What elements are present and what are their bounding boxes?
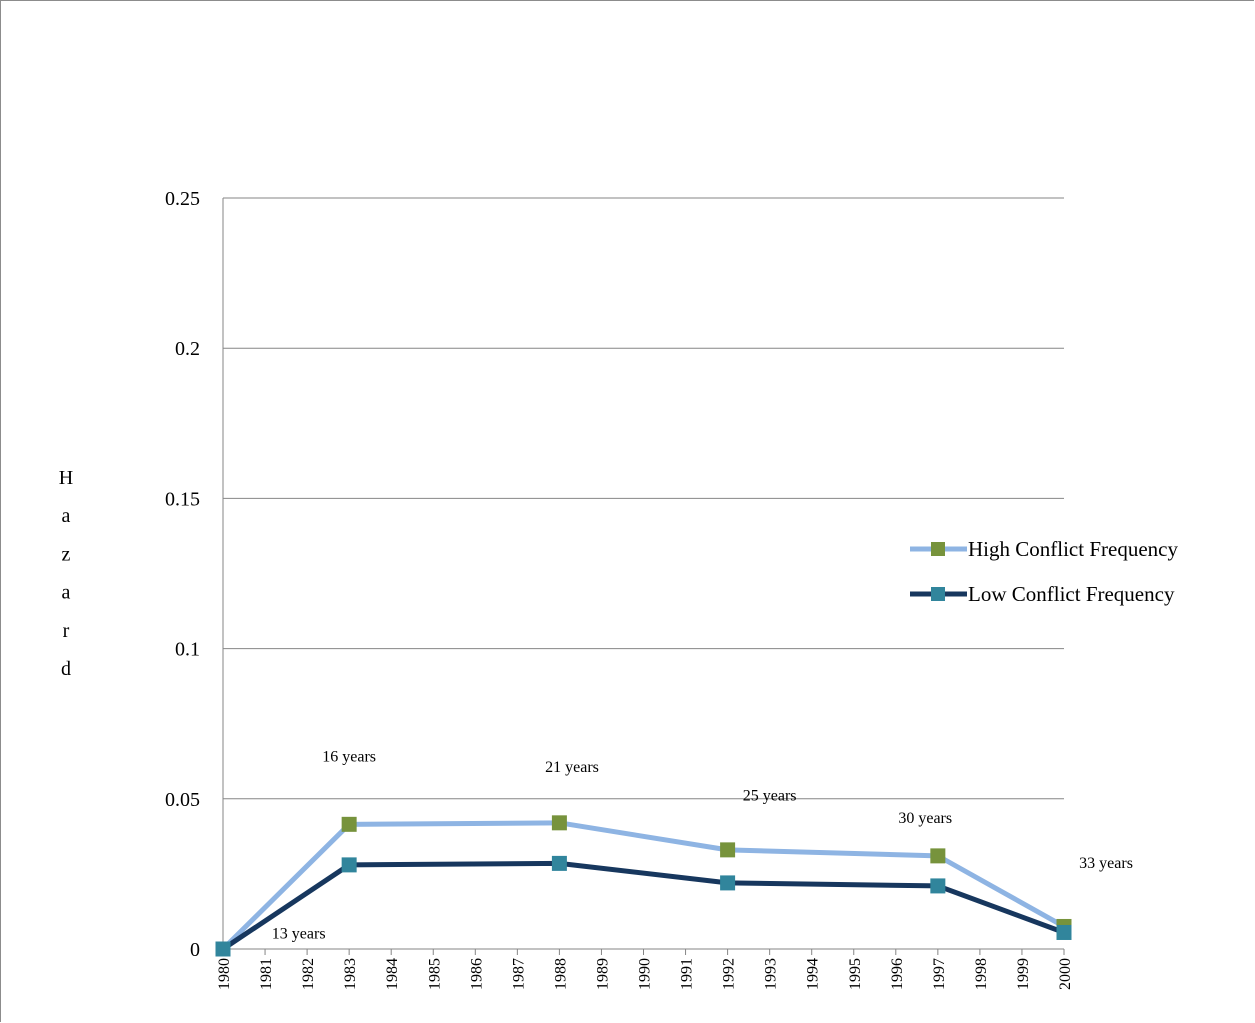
- data-point-marker: [1056, 924, 1072, 940]
- legend: High Conflict Frequency Low Conflict Freq…: [910, 537, 1178, 606]
- y-axis-label-letter: H: [59, 467, 73, 489]
- gridlines: [223, 197, 1064, 800]
- data-point-marker: [551, 815, 567, 831]
- annotations: 13 years 16 years 21 years 25 years 30 years…: [272, 748, 1133, 942]
- annotation-label: 16 years: [322, 748, 376, 765]
- y-tick-label: 0.2: [175, 338, 200, 360]
- x-tick-label: 2000: [1057, 958, 1074, 990]
- y-tick-label: 0.15: [165, 488, 200, 510]
- annotation-label: 13 years: [272, 925, 326, 942]
- legend-swatch-marker: [931, 542, 945, 556]
- annotation-label: 21 years: [545, 759, 599, 776]
- x-tick-label: 1982: [300, 958, 317, 990]
- x-tick-label: 1980: [216, 958, 233, 990]
- x-tick-label: 1986: [468, 958, 485, 990]
- x-tick-label: 1991: [679, 958, 696, 990]
- data-point-marker: [341, 816, 357, 832]
- legend-entry-label: Low Conflict Frequency: [968, 582, 1175, 606]
- x-tick-label: 1990: [637, 958, 654, 990]
- x-tick-label: 1984: [384, 958, 401, 990]
- legend-swatch-marker: [931, 587, 945, 601]
- y-axis-label-letter: a: [62, 505, 71, 527]
- data-point-marker: [720, 842, 736, 858]
- x-tick-label: 1999: [1015, 958, 1032, 990]
- annotation-label: 25 years: [743, 787, 797, 804]
- y-axis-label-letter: d: [61, 658, 71, 680]
- axes: 0 0.05 0.1 0.15 0.2 0.25 1980 1981 1982 1983 1984 1…: [165, 188, 1074, 990]
- annotation-label: 33 years: [1079, 855, 1133, 872]
- x-tick-label: 1994: [805, 958, 822, 990]
- x-tick-label: 1988: [552, 958, 569, 990]
- data-point-marker: [215, 941, 231, 957]
- annotation-label: 30 years: [898, 810, 952, 827]
- x-tick-label: 1983: [342, 958, 359, 990]
- x-tick-label: 1997: [931, 958, 948, 990]
- x-tick-label: 1985: [426, 958, 443, 990]
- series-line-1: [220, 820, 1067, 952]
- y-tick-label: 0.25: [165, 188, 200, 210]
- x-tick-label: 1992: [721, 958, 738, 990]
- data-point-marker: [930, 848, 946, 864]
- x-tick-label: 1987: [510, 958, 527, 990]
- y-tick-label: 0.1: [175, 639, 200, 661]
- y-axis-label-letter: a: [62, 582, 71, 604]
- series-line-2: [220, 860, 1067, 952]
- x-tick-label: 1993: [763, 958, 780, 990]
- x-tick-label: 1996: [889, 958, 906, 990]
- y-axis-label-letter: r: [63, 620, 70, 642]
- data-point-marker: [930, 878, 946, 894]
- data-point-marker: [551, 855, 567, 871]
- x-tick-label: 1995: [847, 958, 864, 990]
- series-lines: [215, 815, 1072, 957]
- legend-entry-label: High Conflict Frequency: [968, 537, 1178, 561]
- data-point-marker: [341, 857, 357, 873]
- y-tick-label: 0.05: [165, 789, 200, 811]
- data-point-marker: [720, 875, 736, 891]
- x-tick-label: 1981: [258, 958, 275, 990]
- x-tick-label: 1989: [594, 958, 611, 990]
- x-tick-label: 1998: [973, 958, 990, 990]
- y-axis-label-letter: z: [62, 543, 71, 565]
- y-tick-label: 0: [190, 939, 200, 961]
